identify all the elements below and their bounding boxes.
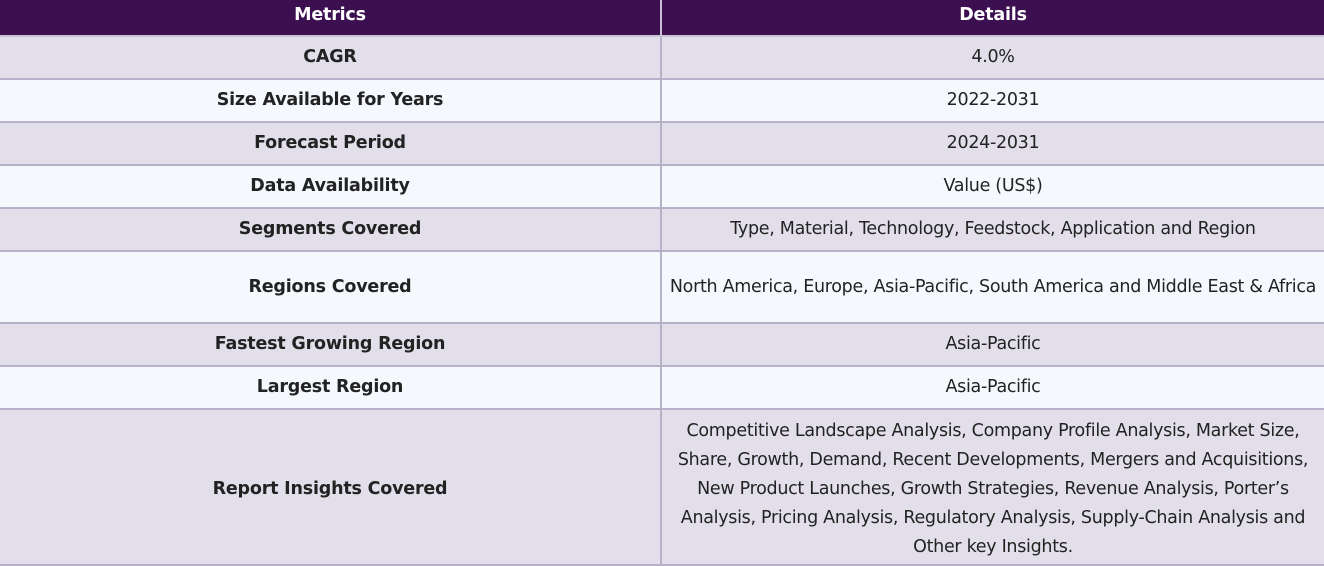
header-details: Details xyxy=(661,0,1324,37)
table-row: Data Availability Value (US$) xyxy=(0,165,1324,209)
table-row: Largest Region Asia-Pacific xyxy=(0,366,1324,410)
header-metrics: Metrics xyxy=(0,0,662,37)
details-cell: Competitive Landscape Analysis, Company … xyxy=(661,409,1324,566)
details-cell: North America, Europe, Asia-Pacific, Sou… xyxy=(661,251,1324,324)
table-row: Report Insights Covered Competitive Land… xyxy=(0,409,1324,566)
table-row: Regions Covered North America, Europe, A… xyxy=(0,251,1324,324)
metric-cell: Forecast Period xyxy=(0,122,662,166)
table-row: CAGR 4.0% xyxy=(0,36,1324,80)
header-row: Metrics Details xyxy=(0,0,1324,37)
metric-cell: Size Available for Years xyxy=(0,79,662,123)
metric-cell: Segments Covered xyxy=(0,208,662,252)
metric-cell: Largest Region xyxy=(0,366,662,410)
table-row: Segments Covered Type, Material, Technol… xyxy=(0,208,1324,252)
details-cell: Asia-Pacific xyxy=(661,366,1324,410)
details-cell: 2022-2031 xyxy=(661,79,1324,123)
table-row: Size Available for Years 2022-2031 xyxy=(0,79,1324,123)
table-row: Forecast Period 2024-2031 xyxy=(0,122,1324,166)
metric-cell: Fastest Growing Region xyxy=(0,323,662,367)
metric-cell: Regions Covered xyxy=(0,251,662,324)
metric-cell: Report Insights Covered xyxy=(0,409,662,566)
metric-cell: CAGR xyxy=(0,36,662,80)
details-cell: 4.0% xyxy=(661,36,1324,80)
details-cell: Value (US$) xyxy=(661,165,1324,209)
table-row: Fastest Growing Region Asia-Pacific xyxy=(0,323,1324,367)
details-cell: Asia-Pacific xyxy=(661,323,1324,367)
metric-cell: Data Availability xyxy=(0,165,662,209)
details-cell: 2024-2031 xyxy=(661,122,1324,166)
details-cell: Type, Material, Technology, Feedstock, A… xyxy=(661,208,1324,252)
